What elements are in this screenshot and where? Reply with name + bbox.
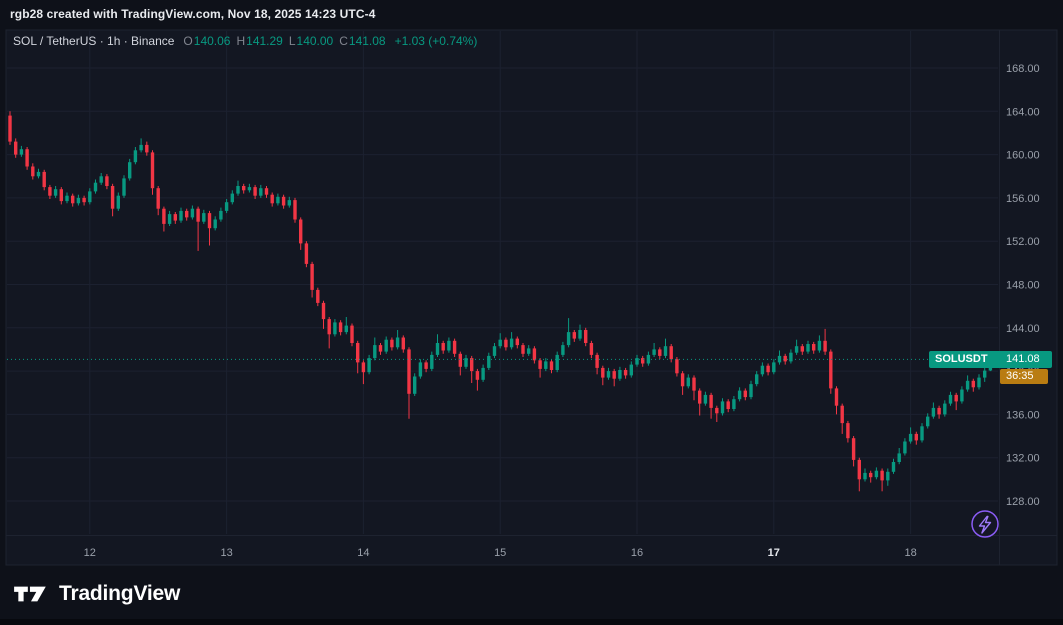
ohlc-values: O 140.06 H 141.29 L 140.00 C 141.08 [183,34,385,48]
legend-change: +1.03 (+0.74%) [394,34,478,48]
price-label-symbol: SOLUSDT [935,353,988,365]
svg-text:152.00: 152.00 [1006,236,1040,248]
legend-open: O 140.06 [183,34,231,48]
svg-text:13: 13 [220,547,232,559]
grid-lines [7,31,998,534]
svg-text:17: 17 [768,547,780,559]
bar-countdown-label: 36:35 [1000,369,1048,384]
candles-layer [8,111,993,492]
svg-text:18: 18 [904,547,916,559]
svg-text:144.00: 144.00 [1006,323,1040,335]
legend-high: H 141.29 [236,34,283,48]
svg-text:136.00: 136.00 [1006,409,1040,421]
symbol-title[interactable]: SOL / TetherUS · 1h · Binance [13,34,175,48]
svg-text:15: 15 [494,547,506,559]
price-axis[interactable]: 168.00 164.00 160.00 156.00 152.00 148.00 144.… [1006,63,1040,508]
svg-text:132.00: 132.00 [1006,453,1040,465]
flash-button[interactable] [969,508,1001,540]
svg-text:148.00: 148.00 [1006,280,1040,292]
svg-text:128.00: 128.00 [1006,496,1040,508]
svg-text:16: 16 [631,547,643,559]
svg-text:168.00: 168.00 [1006,63,1040,75]
attribution-text: rgb28 created with TradingView.com, Nov … [10,7,376,21]
bottom-edge [0,619,1063,625]
svg-text:12: 12 [84,547,96,559]
legend-close: C 141.08 [339,34,386,48]
footer: TradingView [12,577,180,611]
svg-text:164.00: 164.00 [1006,106,1040,118]
svg-text:160.00: 160.00 [1006,150,1040,162]
tradingview-wordmark: TradingView [59,582,181,605]
svg-text:156.00: 156.00 [1006,193,1040,205]
lightning-icon [971,510,999,538]
svg-text:14: 14 [357,547,369,559]
pane-frame [5,29,1058,566]
price-label-value: 141.08 [1006,353,1040,365]
current-price-label: SOLUSDT 141.08 [929,351,1052,368]
time-axis[interactable]: 12 13 14 15 16 17 18 [84,547,917,559]
tradingview-logo-icon [14,586,46,602]
legend-low: L 140.00 [288,34,334,48]
